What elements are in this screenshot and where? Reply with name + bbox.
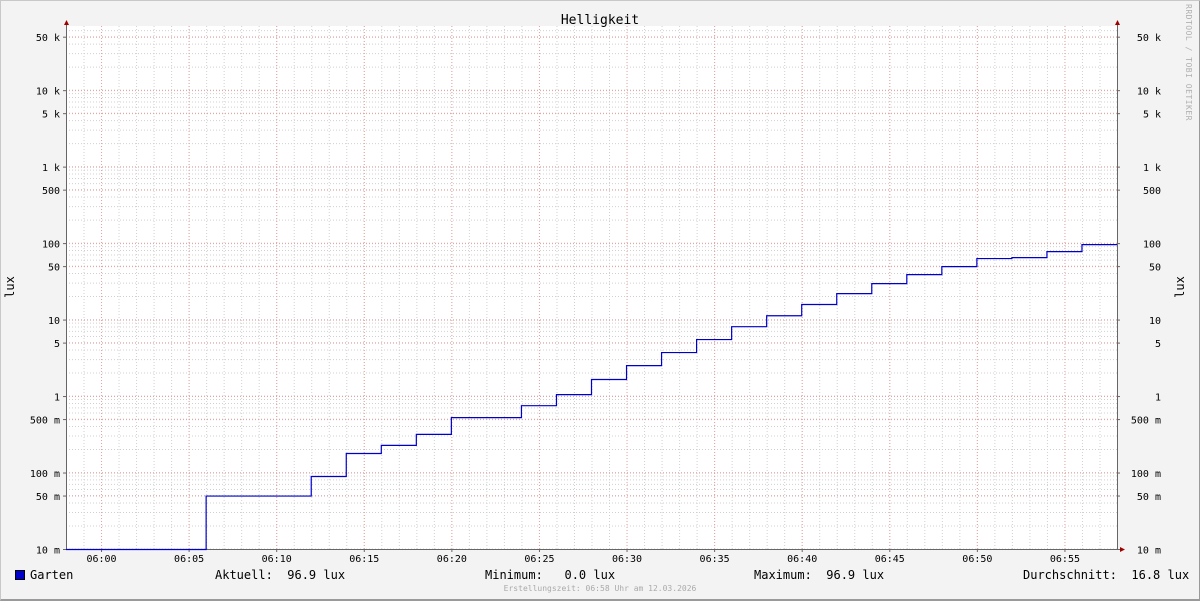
legend-average: Durchschnitt: 16.8 lux	[1023, 568, 1190, 582]
chart-title: Helligkeit	[561, 13, 639, 28]
y-tick-label-right: 5 k	[1143, 110, 1161, 121]
x-tick-label: 06:50	[962, 554, 992, 565]
legend-maximum: Maximum: 96.9 lux	[754, 568, 885, 582]
x-tick-label: 06:10	[262, 554, 292, 565]
y-tick-label-left: 50 m	[36, 492, 60, 503]
legend-series-name: Garten	[30, 568, 74, 582]
y-axis-label-left: lux	[3, 276, 17, 298]
y-tick-label-right: 500 m	[1131, 416, 1161, 427]
x-tick-label: 06:35	[700, 554, 730, 565]
x-axis-arrow	[1120, 547, 1125, 552]
y-tick-label-left: 10 k	[36, 87, 60, 98]
y-tick-label-right: 50	[1149, 263, 1161, 274]
y-tick-label-right: 100	[1143, 240, 1161, 251]
x-tick-label: 06:40	[787, 554, 817, 565]
y-tick-label-right: 50 k	[1137, 33, 1161, 44]
creation-time: Erstellungszeit: 06:58 Uhr am 12.03.2026	[503, 584, 697, 593]
x-tick-label: 06:55	[1050, 554, 1080, 565]
y-tick-label-right: 1	[1155, 393, 1161, 404]
y-tick-label-right: 1 k	[1143, 163, 1161, 174]
y-tick-label-left: 500 m	[30, 416, 60, 427]
y-tick-label-right: 100 m	[1131, 469, 1161, 480]
y-tick-label-right: 10	[1149, 316, 1161, 327]
y-tick-label-right: 500	[1143, 186, 1161, 197]
y-tick-label-right: 10 k	[1137, 87, 1161, 98]
y-tick-label-right: 5	[1155, 339, 1161, 350]
y-tick-label-right: 50 m	[1137, 492, 1161, 503]
y-tick-label-left: 1 k	[42, 163, 60, 174]
x-tick-label: 06:15	[349, 554, 379, 565]
y-tick-label-left: 5	[54, 339, 60, 350]
x-tick-label: 06:45	[875, 554, 905, 565]
y-tick-label-left: 500	[42, 186, 60, 197]
x-tick-label: 06:25	[524, 554, 554, 565]
y-tick-label-left: 10 m	[36, 546, 60, 557]
x-tick-label: 06:20	[437, 554, 467, 565]
y-tick-label-left: 100 m	[30, 469, 60, 480]
y-tick-label-left: 1	[54, 393, 60, 404]
legend-current: Aktuell: 96.9 lux	[215, 568, 346, 582]
y-tick-label-right: 10 m	[1137, 546, 1161, 557]
x-tick-label: 06:05	[174, 554, 204, 565]
y-tick-label-left: 100	[42, 240, 60, 251]
rrdtool-watermark: RRDTOOL / TOBI OETIKER	[1184, 4, 1193, 121]
x-tick-label: 06:30	[612, 554, 642, 565]
y-tick-label-left: 5 k	[42, 110, 60, 121]
y-axis-label-right: lux	[1173, 276, 1187, 298]
y-tick-label-left: 50	[48, 263, 60, 274]
legend-minimum: Minimum: 0.0 lux	[485, 568, 616, 582]
y-axis-arrow-left	[64, 20, 69, 25]
series-line-garten	[66, 244, 1117, 551]
y-axis-arrow-right	[1115, 20, 1120, 25]
y-tick-label-left: 50 k	[36, 33, 60, 44]
x-tick-label: 06:00	[86, 554, 116, 565]
y-tick-label-left: 10	[48, 316, 60, 327]
legend-swatch-garten	[15, 570, 25, 580]
